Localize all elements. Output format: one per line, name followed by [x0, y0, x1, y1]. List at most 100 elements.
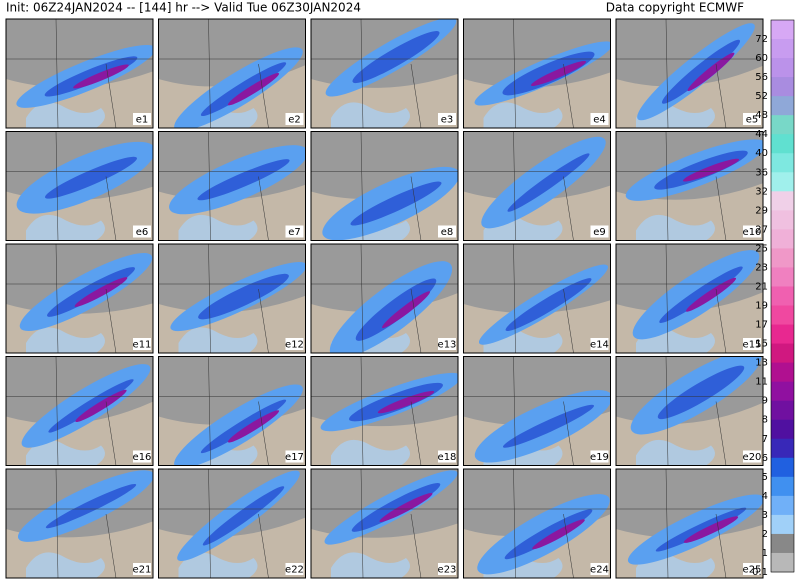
label-box: [590, 338, 609, 350]
snow-heavy: [381, 291, 431, 329]
borders: [616, 356, 763, 466]
label-box: [590, 450, 609, 463]
panel-map: [463, 131, 611, 241]
lake: [26, 552, 105, 578]
snow-heavy: [683, 516, 739, 543]
colorbar-label: 19: [755, 301, 768, 312]
colorbar-label: 48: [755, 110, 768, 121]
panel-label: e24: [590, 565, 609, 576]
label-box: [743, 450, 761, 463]
borders: [158, 244, 306, 353]
panel-map: [616, 244, 763, 353]
panel: e2: [158, 18, 306, 129]
borders: [616, 469, 763, 578]
snow-core: [355, 278, 437, 341]
borders: [463, 19, 611, 128]
colorbar-label: 9: [762, 396, 768, 407]
snow-core: [505, 278, 592, 332]
panel: e16: [5, 356, 154, 466]
colorbar-label: 29: [755, 205, 768, 216]
panel-border: [463, 243, 611, 354]
panel-border: [310, 243, 459, 354]
colorbar-label: 72: [755, 34, 768, 45]
panel-label: e7: [288, 227, 301, 238]
panel-border: [158, 18, 306, 129]
panel-map: [158, 131, 306, 241]
label-box: [285, 225, 304, 238]
panel: e10: [615, 131, 764, 241]
colorbar-label: 60: [755, 53, 768, 64]
label-box: [590, 113, 609, 125]
panel-label: e1: [136, 115, 149, 126]
colorbar-swatch: [771, 58, 794, 78]
panel-map: [158, 469, 306, 578]
colorbar-swatch: [771, 229, 794, 249]
colorbar-swatch: [771, 438, 794, 459]
label-box: [438, 563, 456, 575]
label-box: [285, 450, 304, 463]
panel-label: e2: [288, 115, 301, 126]
colorbar-label: 15: [755, 339, 768, 350]
label-box: [438, 338, 456, 350]
borders: [6, 356, 153, 466]
colorbar-swatch: [771, 172, 794, 192]
panel-map: [311, 19, 458, 128]
borders: [616, 244, 763, 353]
panel-map: [311, 356, 458, 466]
borders: [311, 356, 458, 466]
panel-border: [5, 356, 154, 466]
panel-label: e4: [593, 115, 606, 126]
panel: e20: [615, 356, 764, 466]
colorbar-border: [770, 19, 795, 573]
colorbar-label: 2: [762, 529, 768, 540]
colorbar-swatch: [771, 495, 794, 516]
panel-label: e17: [285, 452, 304, 463]
borders: [311, 131, 458, 241]
panel: e22: [158, 468, 306, 579]
panel-border: [5, 18, 154, 129]
snow-core: [48, 379, 134, 433]
snow-heavy: [530, 60, 587, 87]
panel-map: [463, 244, 611, 353]
panel-border: [158, 356, 306, 466]
panel: e17: [158, 356, 306, 466]
colorbar-label: 7: [762, 434, 768, 445]
panel-border: [310, 468, 459, 579]
panel-border: [158, 468, 306, 579]
colorbar-label: 23: [755, 262, 768, 273]
panel-border: [5, 243, 154, 354]
panel-border: [158, 243, 306, 354]
label-box: [133, 113, 151, 125]
panel-label: e3: [441, 115, 454, 126]
panel-label: e11: [133, 340, 152, 351]
snow-core: [200, 399, 287, 454]
snow-core: [655, 507, 747, 552]
snow-core: [507, 153, 590, 212]
panel-border: [463, 468, 611, 579]
colorbar-label: 11: [755, 377, 768, 388]
panel-label: e21: [133, 565, 152, 576]
panel-map: [6, 356, 153, 466]
snow-heavy: [74, 277, 128, 307]
snow-heavy: [227, 72, 280, 106]
panel-border: [463, 356, 611, 466]
panel: e14: [463, 243, 611, 354]
panel-map: [616, 356, 763, 466]
snow-heavy: [73, 64, 129, 89]
panel-label: e16: [133, 452, 152, 463]
label-box: [743, 338, 761, 350]
panel: e9: [463, 131, 611, 241]
panel-border: [310, 18, 459, 129]
panel-map: [158, 356, 306, 466]
borders: [158, 131, 306, 241]
lake: [26, 327, 105, 353]
snow-heavy: [379, 492, 433, 523]
panel: e4: [463, 18, 611, 129]
panel: e1: [5, 18, 154, 129]
colorbar-swatch: [771, 20, 794, 40]
label-box: [590, 563, 609, 575]
snow-core: [502, 51, 595, 96]
colorbar-label: 13: [755, 358, 768, 369]
borders: [158, 356, 306, 466]
panel-map: [616, 469, 763, 578]
